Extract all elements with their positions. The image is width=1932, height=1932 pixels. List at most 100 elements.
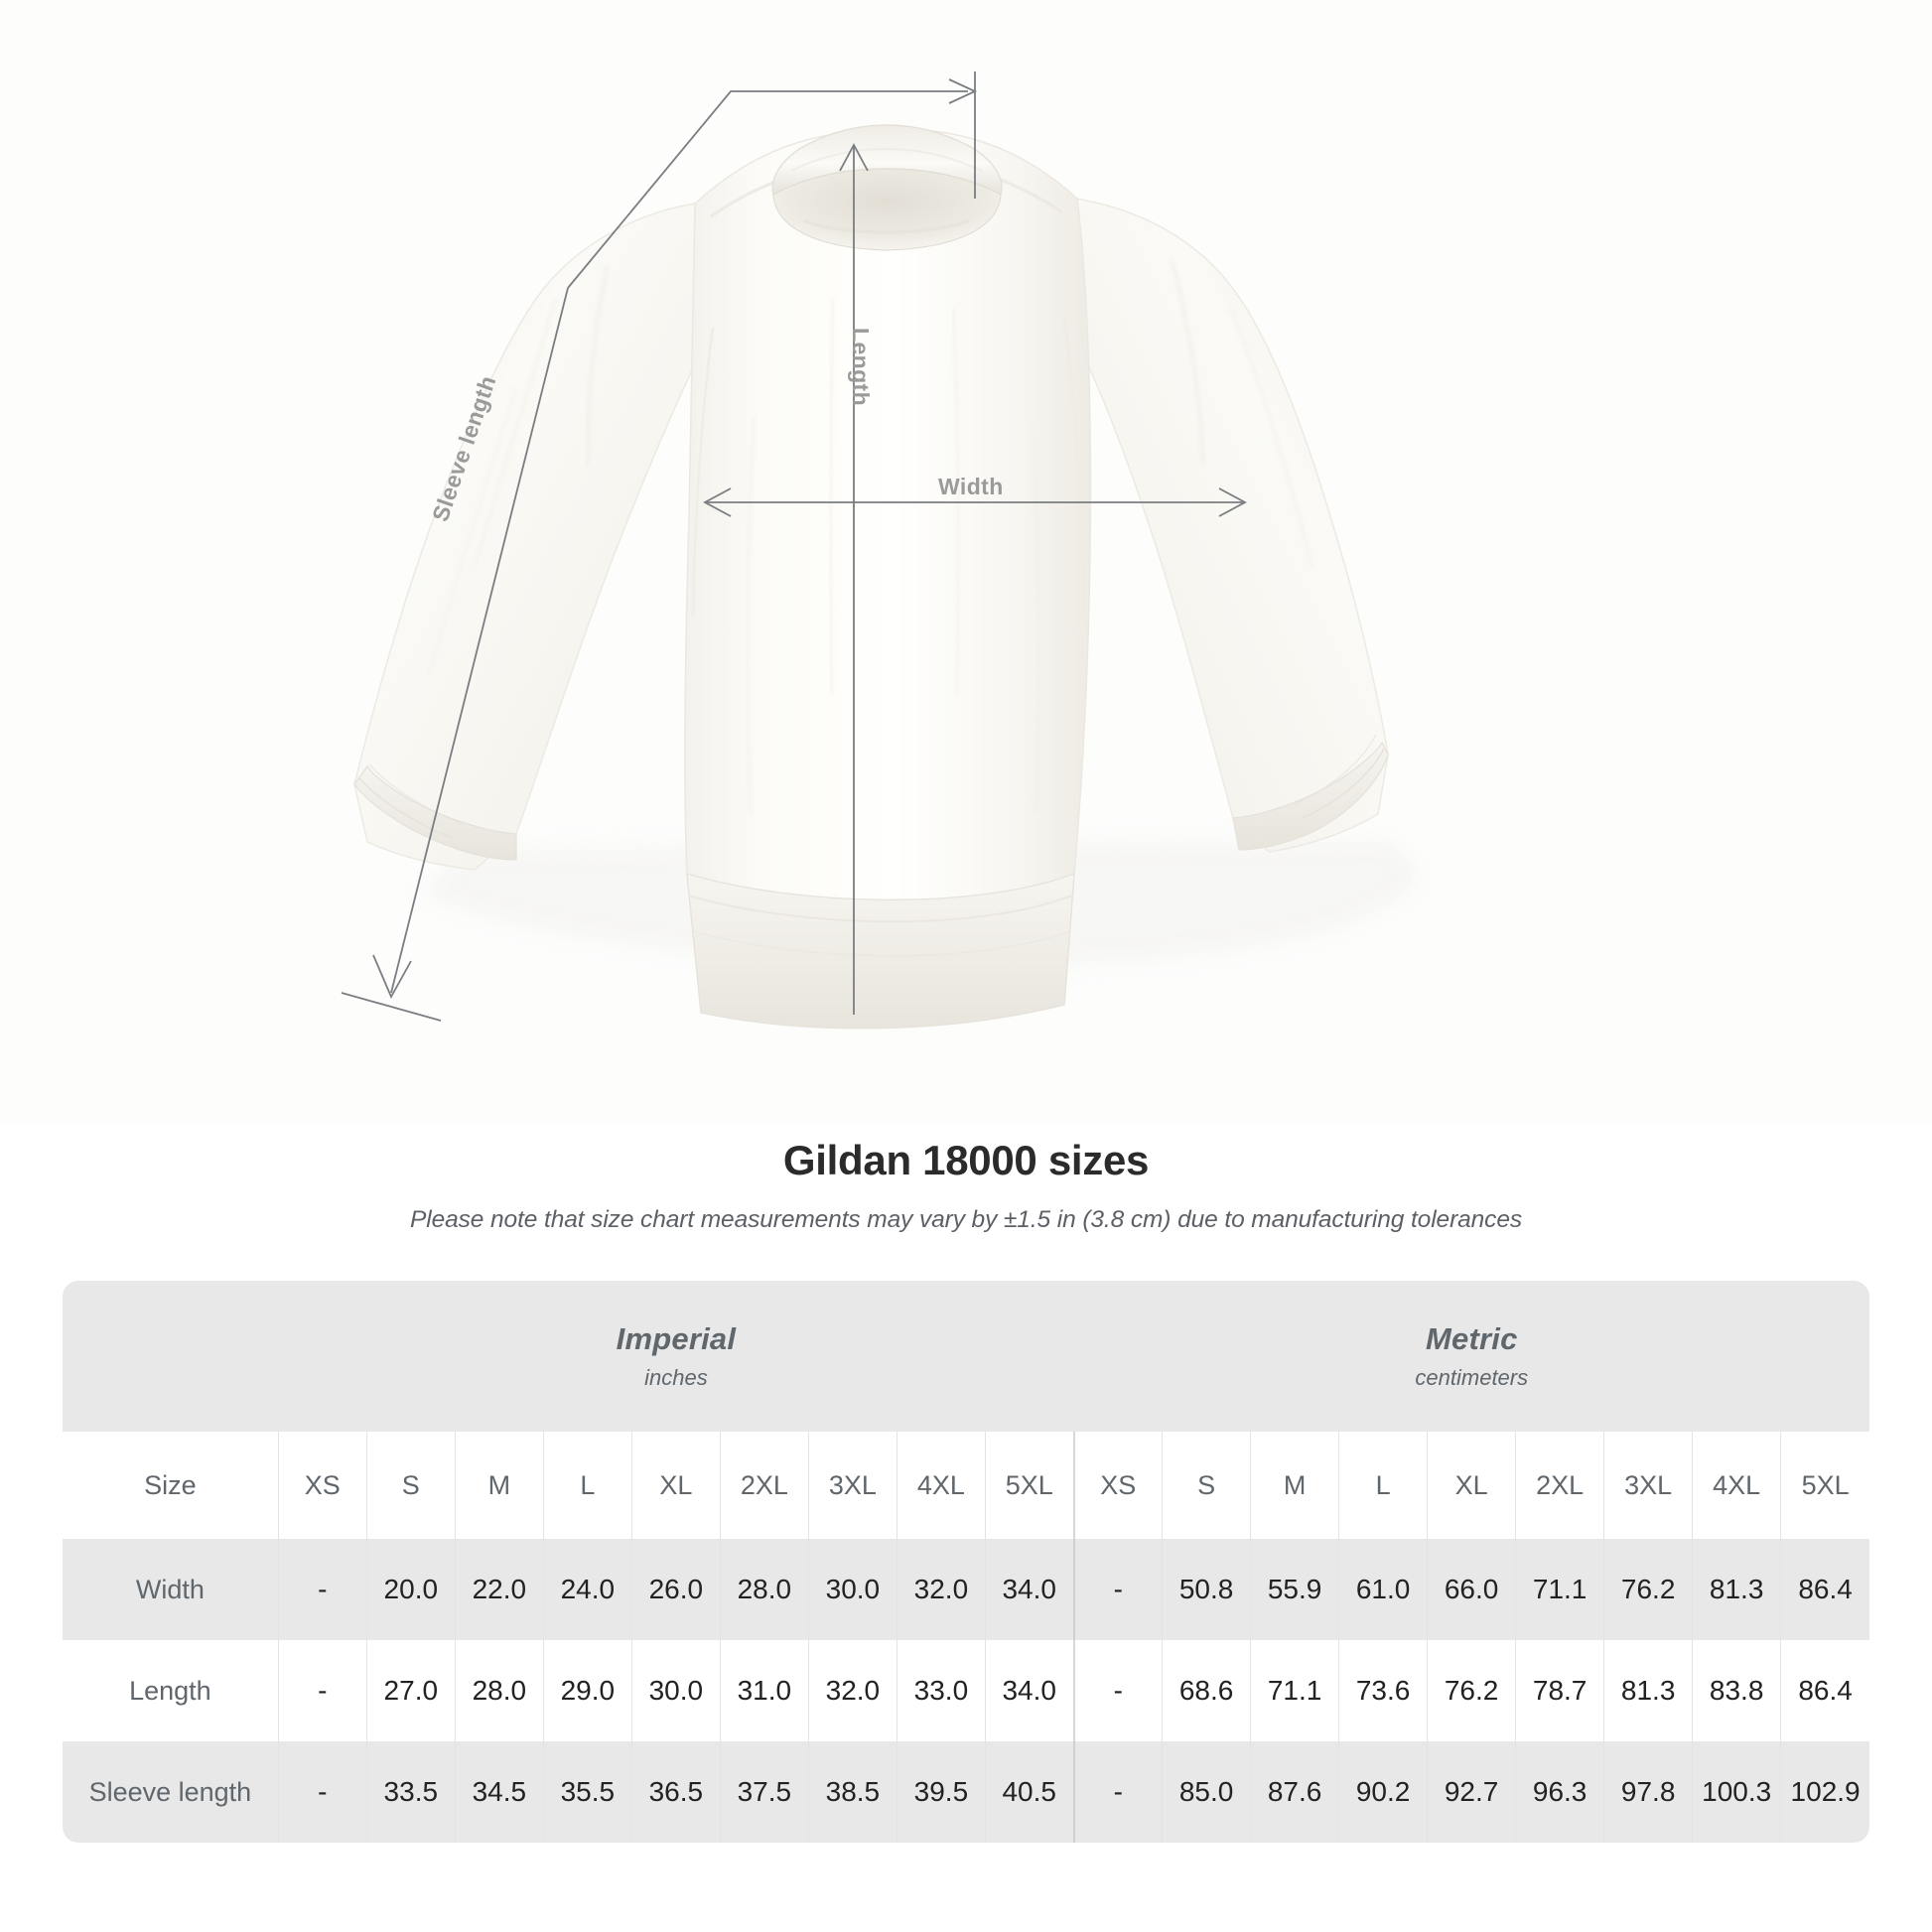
unit-sub-imperial: inches	[644, 1365, 708, 1391]
unit-name-imperial: Imperial	[616, 1320, 737, 1356]
length-arrow-top	[839, 143, 869, 172]
title-block: Gildan 18000 sizes Please note that size…	[0, 1137, 1932, 1234]
row-label-width: Width	[63, 1539, 279, 1640]
size-header-met-8: 5XL	[1780, 1432, 1869, 1539]
size-header-met-2: M	[1250, 1432, 1339, 1539]
cell-width-imp-3: 24.0	[542, 1539, 632, 1640]
cell-sleeve-imp-5: 37.5	[719, 1741, 809, 1843]
width-arrow-right	[1218, 487, 1247, 517]
cell-length-imp-0: -	[277, 1640, 367, 1741]
cell-sleeve-met-5: 96.3	[1515, 1741, 1604, 1843]
row-label-length: Length	[63, 1640, 279, 1741]
cell-sleeve-met-4: 92.7	[1427, 1741, 1516, 1843]
cell-sleeve-met-7: 100.3	[1692, 1741, 1781, 1843]
cell-width-imp-5: 28.0	[719, 1539, 809, 1640]
unit-header-spacer	[63, 1281, 279, 1432]
cell-sleeve-met-6: 97.8	[1603, 1741, 1693, 1843]
cell-length-met-3: 73.6	[1338, 1640, 1428, 1741]
cell-sleeve-imp-4: 36.5	[630, 1741, 721, 1843]
cell-sleeve-imp-2: 34.5	[454, 1741, 544, 1843]
cell-sleeve-imp-8: 40.5	[984, 1741, 1074, 1843]
cell-width-imp-1: 20.0	[365, 1539, 456, 1640]
cell-sleeve-met-3: 90.2	[1338, 1741, 1428, 1843]
table-row-length: Length - 27.0 28.0 29.0 30.0 31.0 32.0 3…	[63, 1640, 1869, 1741]
cell-length-met-5: 78.7	[1515, 1640, 1604, 1741]
size-header-met-7: 4XL	[1692, 1432, 1781, 1539]
size-header-met-6: 3XL	[1603, 1432, 1693, 1539]
cell-width-imp-4: 26.0	[630, 1539, 721, 1640]
cell-length-imp-2: 28.0	[454, 1640, 544, 1741]
measurement-guides	[341, 71, 1247, 1022]
cell-width-imp-7: 32.0	[896, 1539, 986, 1640]
width-annotation-label: Width	[938, 474, 1004, 499]
size-header-imp-2: M	[454, 1432, 544, 1539]
cell-width-met-6: 76.2	[1603, 1539, 1693, 1640]
unit-sub-metric: centimeters	[1415, 1365, 1529, 1391]
cell-length-imp-6: 32.0	[807, 1640, 897, 1741]
cell-length-imp-4: 30.0	[630, 1640, 721, 1741]
size-header-imp-8: 5XL	[984, 1432, 1074, 1539]
cell-width-imp-8: 34.0	[984, 1539, 1074, 1640]
size-header-met-5: 2XL	[1515, 1432, 1604, 1539]
size-header-met-4: XL	[1427, 1432, 1516, 1539]
size-header-met-1: S	[1162, 1432, 1251, 1539]
cell-length-met-2: 71.1	[1250, 1640, 1339, 1741]
cell-length-met-6: 81.3	[1603, 1640, 1693, 1741]
cell-width-met-7: 81.3	[1692, 1539, 1781, 1640]
cell-length-imp-3: 29.0	[542, 1640, 632, 1741]
cell-sleeve-imp-1: 33.5	[365, 1741, 456, 1843]
cell-sleeve-met-8: 102.9	[1780, 1741, 1869, 1843]
sleeve-guide-top-bracket	[567, 90, 968, 289]
unit-header-metric: Metric centimeters	[1073, 1281, 1869, 1432]
sweatshirt-diagram	[341, 71, 1420, 1030]
unit-header-imperial: Imperial inches	[278, 1281, 1074, 1432]
cell-length-met-7: 83.8	[1692, 1640, 1781, 1741]
row-header-size-label: Size	[63, 1432, 279, 1539]
size-header-imp-6: 3XL	[807, 1432, 897, 1539]
garment-illustration: Length Width Sleeve length	[341, 71, 1420, 1030]
tolerance-note: Please note that size chart measurements…	[410, 1206, 1522, 1233]
cell-sleeve-met-1: 85.0	[1162, 1741, 1251, 1843]
page-title: Gildan 18000 sizes	[782, 1137, 1150, 1183]
cell-width-met-0: -	[1072, 1539, 1163, 1640]
unit-name-metric: Metric	[1426, 1320, 1518, 1356]
cell-length-met-4: 76.2	[1427, 1640, 1516, 1741]
cell-sleeve-met-2: 87.6	[1250, 1741, 1339, 1843]
cell-width-met-3: 61.0	[1338, 1539, 1428, 1640]
size-header-imp-0: XS	[277, 1432, 367, 1539]
cell-sleeve-imp-0: -	[277, 1741, 367, 1843]
size-header-met-3: L	[1338, 1432, 1428, 1539]
cell-width-imp-6: 30.0	[807, 1539, 897, 1640]
size-header-met-0: XS	[1072, 1432, 1163, 1539]
sleeve-guide-line	[390, 287, 569, 994]
size-header-imp-7: 4XL	[896, 1432, 986, 1539]
cell-length-imp-7: 33.0	[896, 1640, 986, 1741]
size-header-row: Size XS S M L XL 2XL 3XL 4XL 5XL XS S M …	[63, 1432, 1869, 1539]
sleeve-arrow-top	[948, 78, 978, 104]
size-header-imp-4: XL	[630, 1432, 721, 1539]
cell-width-met-4: 66.0	[1427, 1539, 1516, 1640]
unit-header-row: Imperial inches Metric centimeters	[63, 1281, 1869, 1432]
row-label-sleeve-length: Sleeve length	[63, 1741, 279, 1843]
size-chart-table-wrapper: Imperial inches Metric centimeters Size …	[63, 1281, 1869, 1843]
size-header-imp-1: S	[365, 1432, 456, 1539]
size-header-imp-3: L	[542, 1432, 632, 1539]
cell-sleeve-imp-6: 38.5	[807, 1741, 897, 1843]
cell-width-imp-2: 22.0	[454, 1539, 544, 1640]
cell-width-met-8: 86.4	[1780, 1539, 1869, 1640]
sleeve-arrow-bottom	[372, 954, 412, 1000]
length-annotation-label: Length	[848, 328, 874, 407]
cell-width-met-1: 50.8	[1162, 1539, 1251, 1640]
sleeve-reference-tick-bottom	[341, 992, 442, 1022]
cell-width-met-2: 55.9	[1250, 1539, 1339, 1640]
cell-length-imp-5: 31.0	[719, 1640, 809, 1741]
table-row-sleeve-length: Sleeve length - 33.5 34.5 35.5 36.5 37.5…	[63, 1741, 1869, 1843]
table-row-width: Width - 20.0 22.0 24.0 26.0 28.0 30.0 32…	[63, 1539, 1869, 1640]
width-arrow-left	[703, 487, 732, 517]
cell-length-met-8: 86.4	[1780, 1640, 1869, 1741]
cell-length-met-0: -	[1072, 1640, 1163, 1741]
cell-sleeve-met-0: -	[1072, 1741, 1163, 1843]
size-header-imp-5: 2XL	[719, 1432, 809, 1539]
cell-sleeve-imp-7: 39.5	[896, 1741, 986, 1843]
